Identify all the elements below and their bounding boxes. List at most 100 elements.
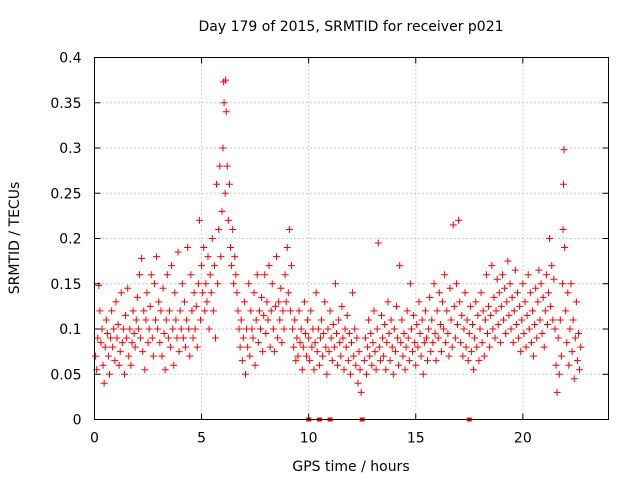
data-point [288,262,296,270]
data-point [466,302,474,310]
data-point [500,316,508,324]
data-point [258,293,266,301]
data-point [567,280,575,288]
data-point [112,298,120,306]
x-tick-label: 15 [407,431,425,447]
data-point [116,348,124,356]
data-point [103,330,111,338]
data-point [109,343,117,351]
data-point [506,280,514,288]
data-point [360,357,368,365]
data-point [400,330,408,338]
data-point [527,339,535,347]
data-point [384,298,392,306]
data-point [212,334,220,342]
data-point [124,284,132,292]
data-point [491,334,499,342]
data-point [550,275,558,283]
data-point [381,320,389,328]
data-point [546,235,554,242]
data-point [213,180,221,188]
data-point [264,316,272,324]
data-point [311,339,319,347]
data-point [248,325,256,333]
data-point [222,108,230,116]
data-point [385,330,393,338]
data-point [346,370,354,378]
data-point [528,307,536,315]
data-point [298,366,306,374]
data-point [133,293,141,301]
data-point [237,316,245,324]
data-point [495,289,503,297]
data-point [459,352,467,360]
data-point [318,316,326,324]
data-point [456,298,464,306]
data-point [427,348,435,356]
data-point [338,302,346,310]
data-point [303,352,311,360]
data-point [365,316,373,324]
data-point [564,289,572,297]
data-point [388,343,396,351]
data-point [269,325,277,333]
data-point [461,289,469,297]
data-point [225,180,233,188]
data-point [160,330,168,338]
data-point [295,307,303,315]
data-point [200,244,208,252]
data-point [490,293,498,301]
data-point [562,307,570,315]
data-point [147,271,155,279]
data-point [158,352,166,360]
data-point [518,316,526,324]
data-point [450,302,458,310]
data-point [565,361,573,369]
data-point [519,280,527,288]
data-point [339,334,347,342]
data-point [210,262,218,270]
data-point [209,307,217,315]
data-point [137,334,145,342]
data-point [412,361,420,369]
data-point [175,348,183,356]
data-point [523,311,531,319]
data-point [191,325,199,333]
data-point [284,289,292,297]
data-point [312,289,320,297]
data-point [244,343,252,351]
data-point [377,311,385,319]
data-point [481,316,489,324]
data-point [577,343,585,351]
data-point [274,334,282,342]
data-point [290,343,298,351]
data-point [310,366,318,374]
data-point [496,339,504,347]
data-point [446,284,454,292]
data-point [511,266,519,274]
data-point [540,343,548,351]
data-point [422,334,430,342]
data-point [503,298,511,306]
data-point [207,289,215,297]
data-point [460,325,468,333]
data-point [122,311,130,319]
data-point [424,357,432,365]
data-point [249,334,257,342]
data-point [300,298,308,306]
data-point [547,302,555,310]
data-point [457,339,465,347]
data-point [571,334,579,342]
data-point [159,284,167,292]
data-point [198,262,206,270]
data-point [218,207,226,215]
data-point [253,271,261,279]
data-point [281,271,289,279]
data-point [404,334,412,342]
data-point [105,370,113,378]
data-point [315,361,323,369]
data-point [501,284,509,292]
data-point [534,298,542,306]
data-point [228,262,236,270]
data-point [479,307,487,315]
